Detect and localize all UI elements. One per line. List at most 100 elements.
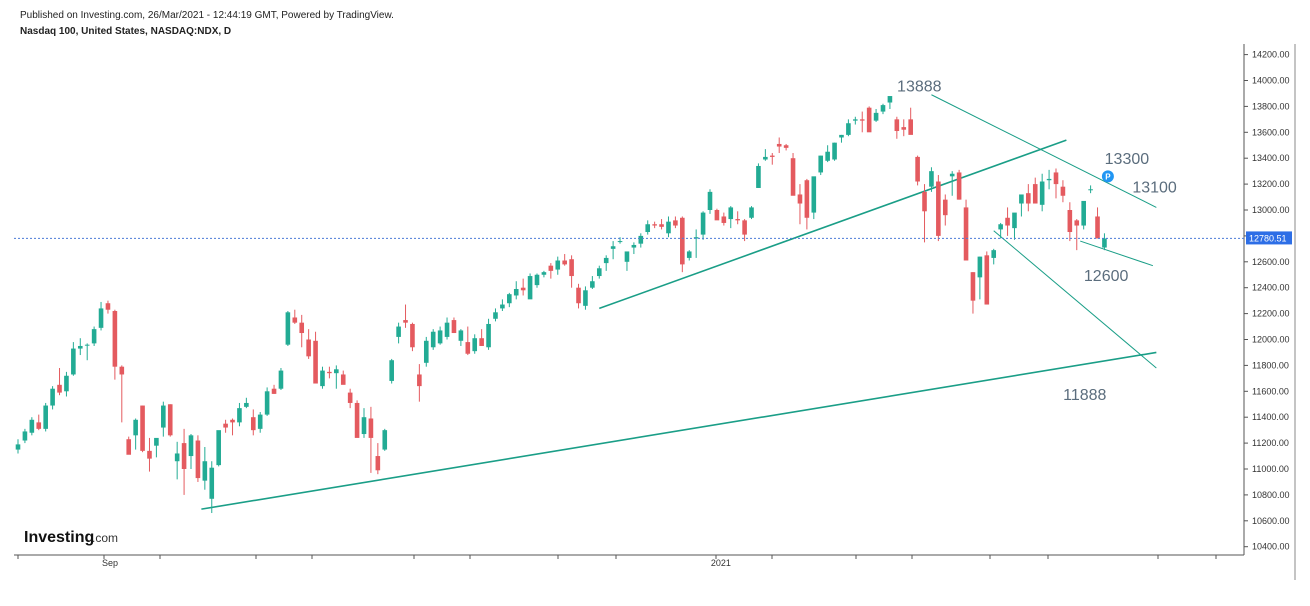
candle xyxy=(520,278,526,296)
candle-body xyxy=(728,207,734,220)
candle-body xyxy=(929,171,934,187)
candle-body xyxy=(264,391,270,415)
candle xyxy=(306,329,311,359)
candle xyxy=(15,439,21,454)
candle xyxy=(859,111,865,133)
candle-body xyxy=(43,405,48,429)
candle-body xyxy=(410,323,415,348)
candle xyxy=(811,176,817,220)
candle-body xyxy=(1019,194,1024,204)
candle xyxy=(1053,168,1059,199)
candle-body xyxy=(735,219,740,221)
candle-body xyxy=(1005,217,1010,226)
candle-body xyxy=(714,210,720,221)
candle xyxy=(375,443,381,475)
candle xyxy=(382,428,388,451)
candle-body xyxy=(783,145,789,148)
candle xyxy=(707,189,713,214)
candle-body xyxy=(555,260,561,270)
candle-body xyxy=(569,259,574,277)
candle-body xyxy=(1039,181,1045,205)
candle xyxy=(915,155,920,186)
candle-body xyxy=(922,191,927,212)
candle xyxy=(818,155,824,176)
time-axis[interactable]: Sep 2021 xyxy=(17,555,1217,568)
candle xyxy=(334,365,339,389)
candle-body xyxy=(327,371,332,374)
candle-body xyxy=(700,212,706,235)
candle xyxy=(237,402,242,427)
candle xyxy=(389,358,394,384)
candle-body xyxy=(901,127,907,130)
candle xyxy=(548,263,554,279)
candle-body xyxy=(382,430,388,450)
candle xyxy=(105,300,111,314)
candle xyxy=(977,256,983,300)
candle xyxy=(783,143,789,151)
candle-body xyxy=(1088,189,1093,191)
candle xyxy=(832,142,837,161)
candle xyxy=(147,437,152,472)
candle xyxy=(700,211,706,240)
candle xyxy=(1067,202,1073,242)
candle xyxy=(313,331,318,384)
candle-body xyxy=(984,255,990,305)
lower-trendline xyxy=(201,351,1157,510)
candle xyxy=(534,273,540,288)
upper-trendline xyxy=(931,94,1157,208)
candle xyxy=(756,163,761,188)
y-tick-label: 11600.00 xyxy=(1252,386,1289,396)
candle-body xyxy=(942,199,948,216)
candle xyxy=(991,248,997,265)
candle xyxy=(167,404,173,437)
candle-body xyxy=(147,450,152,459)
candle xyxy=(541,270,547,278)
candle-body xyxy=(423,340,429,363)
candle xyxy=(721,212,727,226)
investing-logo[interactable]: Investing .com xyxy=(24,529,118,546)
y-tick-label: 10800.00 xyxy=(1252,490,1290,500)
candle-body xyxy=(1026,193,1031,204)
candle xyxy=(846,119,851,137)
candle xyxy=(527,273,533,300)
candle-body xyxy=(430,331,436,348)
candle-body xyxy=(590,281,595,288)
p-marker[interactable]: P xyxy=(1101,170,1114,183)
annotation-label: 13100 xyxy=(1132,180,1177,197)
candle xyxy=(98,301,104,331)
annotation-label: 13888 xyxy=(897,79,942,96)
price-axis[interactable]: 14200.00 14000.00 13800.00 13600.00 13400.00… xyxy=(1244,50,1292,552)
candle-body xyxy=(991,250,997,258)
candle-body xyxy=(548,265,554,271)
candle xyxy=(645,220,651,235)
candle xyxy=(133,418,138,450)
candle xyxy=(1019,194,1024,217)
annotations: 13888 13300 13100 12600 11888 xyxy=(897,79,1177,404)
candle xyxy=(195,435,201,482)
candle xyxy=(188,434,194,469)
candle xyxy=(354,400,360,438)
candle-body xyxy=(167,404,173,436)
candle-body xyxy=(707,191,713,210)
candle xyxy=(285,311,291,346)
candle xyxy=(908,107,913,135)
candle xyxy=(444,317,450,340)
candle-body xyxy=(161,405,166,428)
candle-body xyxy=(1081,200,1086,226)
candle xyxy=(652,221,657,229)
p-marker-label: P xyxy=(1105,172,1111,181)
candle-body xyxy=(970,272,976,301)
candle xyxy=(839,134,844,143)
candle xyxy=(769,153,775,165)
candle-body xyxy=(465,342,471,354)
y-tick-label: 10600.00 xyxy=(1252,516,1290,526)
candle xyxy=(763,149,768,161)
candle xyxy=(680,216,685,273)
candle-body xyxy=(347,392,353,403)
logo-suffix: .com xyxy=(92,531,118,545)
published-note: Published on Investing.com, 26/Mar/2021 … xyxy=(20,10,394,21)
candle-body xyxy=(195,440,201,479)
candle-body xyxy=(320,370,325,387)
candle xyxy=(790,153,796,196)
